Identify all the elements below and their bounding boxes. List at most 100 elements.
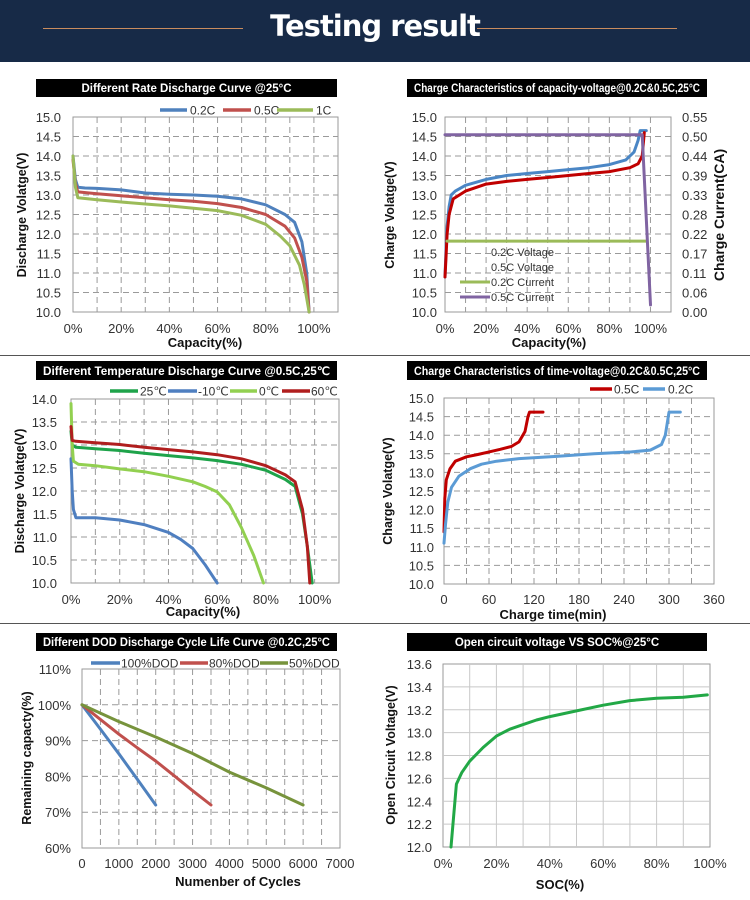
x-tick-label: 40%	[156, 321, 182, 336]
y-tick-label: 12.0	[407, 840, 432, 855]
x-axis-title: SOC(%)	[536, 877, 584, 892]
y-tick-label: 13.0	[36, 188, 61, 203]
y2-tick-label: 0.50	[682, 130, 707, 145]
x-tick-label: 180	[568, 592, 590, 607]
series-line-1c	[71, 154, 311, 314]
y-tick-label: 14.0	[36, 149, 61, 164]
y-tick-label: 11.0	[413, 266, 437, 281]
series-line-100-dod	[80, 703, 158, 807]
y-axis-title: Charge Volatge(V)	[383, 161, 397, 268]
x-tick-label: 100%	[693, 856, 727, 871]
y-tick-label: 10.5	[32, 553, 57, 568]
y-tick-label: 12.5	[32, 461, 57, 476]
x-tick-label: 100%	[634, 321, 668, 336]
legend-label: 1C	[316, 104, 332, 118]
chart-title-bar	[407, 633, 707, 651]
x-tick-label: 2000	[141, 856, 170, 871]
legend: 25℃ -10℃ 0℃ 60℃	[110, 385, 338, 399]
x-tick-label: 5000	[252, 856, 281, 871]
x-tick-label: 80%	[644, 856, 670, 871]
x-tick-label: 0%	[434, 856, 453, 871]
x-tick-label: 20%	[107, 592, 133, 607]
y-tick-label: 14.5	[36, 130, 61, 145]
y-tick-label: 12.0	[409, 503, 434, 518]
y-tick-label: 13.5	[36, 169, 61, 184]
y2-tick-label: 0.22	[682, 227, 707, 242]
chart-5: Different DOD Discharge Cycle Life Curve…	[20, 633, 354, 889]
series-line-ocv	[449, 693, 709, 849]
series-line-0-5c	[71, 158, 311, 314]
y-tick-label: 10.0	[412, 305, 437, 320]
y-tick-label: 100%	[38, 698, 72, 713]
y-tick-label: 15.0	[412, 110, 437, 125]
legend-label: 0.2C	[668, 383, 694, 397]
y-tick-label: 13.5	[409, 447, 434, 462]
chart-3: Different Temperature Discharge Curve @0…	[13, 361, 340, 619]
chart-title-bar	[36, 361, 337, 380]
y-tick-label: 12.4	[407, 794, 432, 809]
x-axis-title: Numenber of Cycles	[175, 874, 301, 889]
x-tick-label: 40%	[155, 592, 181, 607]
x-tick-label: 7000	[326, 856, 355, 871]
y2-tick-label: 0.33	[682, 188, 707, 203]
y-tick-label: 13.5	[32, 415, 57, 430]
legend: 0.5C 0.2C	[590, 383, 694, 397]
y-tick-label: 12.5	[36, 208, 61, 223]
y-tick-label: 13.0	[412, 188, 437, 203]
chart-2: Charge Characteristics of capacity-volta…	[383, 79, 727, 350]
y-tick-label: 14.0	[32, 392, 57, 407]
legend-label: 50%DOD	[289, 657, 340, 671]
y-tick-label: 11.5	[413, 247, 437, 262]
legend: 0.2C 0.5C 1C	[160, 104, 332, 118]
y-tick-label: 11.5	[37, 247, 61, 262]
legend-label: 0.2C	[190, 104, 216, 118]
chart-title: Different Rate Discharge Curve @25°C	[81, 83, 291, 95]
chart-title: Open circuit voltage VS SOC%@25°C	[455, 637, 659, 649]
chart-6: Open circuit voltage VS SOC%@25°C 12.0 12.…	[384, 633, 727, 892]
chart-title-bar	[36, 79, 337, 97]
series-line--10-	[69, 457, 219, 585]
y2-tick-label: 0.28	[682, 208, 707, 223]
legend-label: 0℃	[259, 385, 279, 399]
chart-title-bar	[407, 361, 707, 380]
y-tick-label: 13.6	[407, 657, 432, 672]
legend-label: 25℃	[140, 385, 167, 399]
y-tick-label: 110%	[39, 662, 72, 677]
y-tick-label: 11.5	[410, 521, 434, 536]
series-line-0-5c-voltage	[443, 131, 646, 279]
row-divider	[0, 623, 750, 624]
y-tick-label: 90%	[45, 734, 71, 749]
series-line-50-dod	[80, 703, 305, 807]
chart-1: Different Rate Discharge Curve @25°C 10.0…	[15, 79, 339, 350]
header-rule-left	[43, 28, 243, 29]
y-axis-title: Discharge Volatge(V)	[15, 153, 29, 278]
y2-axis-title: Charge Current(CA)	[711, 149, 727, 281]
y-tick-label: 13.0	[409, 465, 434, 480]
y-tick-label: 12.2	[407, 817, 432, 832]
legend-label: 0.2C Voltage	[491, 247, 554, 259]
y-tick-label: 10.0	[32, 576, 57, 591]
legend-label: 60℃	[311, 385, 338, 399]
x-tick-label: 60%	[555, 321, 581, 336]
x-tick-label: 20%	[108, 321, 134, 336]
y2-tick-label: 0.44	[682, 149, 707, 164]
series-line-0-5c	[442, 410, 545, 534]
y-tick-label: 10.5	[36, 286, 61, 301]
legend-label: 0.5C	[254, 104, 280, 118]
chart-title: Charge Characteristics of capacity-volta…	[414, 83, 700, 95]
x-tick-label: 60%	[205, 321, 231, 336]
y-tick-label: 12.0	[32, 484, 57, 499]
y2-tick-label: 0.06	[682, 286, 707, 301]
y-tick-label: 14.5	[412, 130, 437, 145]
x-tick-label: 80%	[596, 321, 622, 336]
legend-label: 0.5C Current	[491, 292, 554, 304]
series-line-80-dod	[80, 703, 213, 807]
x-axis-title: Capacity(%)	[168, 335, 242, 350]
y-tick-label: 12.8	[407, 749, 432, 764]
y-tick-label: 12.6	[407, 771, 432, 786]
y-tick-label: 15.0	[409, 391, 434, 406]
legend-label: 0.5C Voltage	[491, 262, 554, 274]
row-divider	[0, 355, 750, 356]
